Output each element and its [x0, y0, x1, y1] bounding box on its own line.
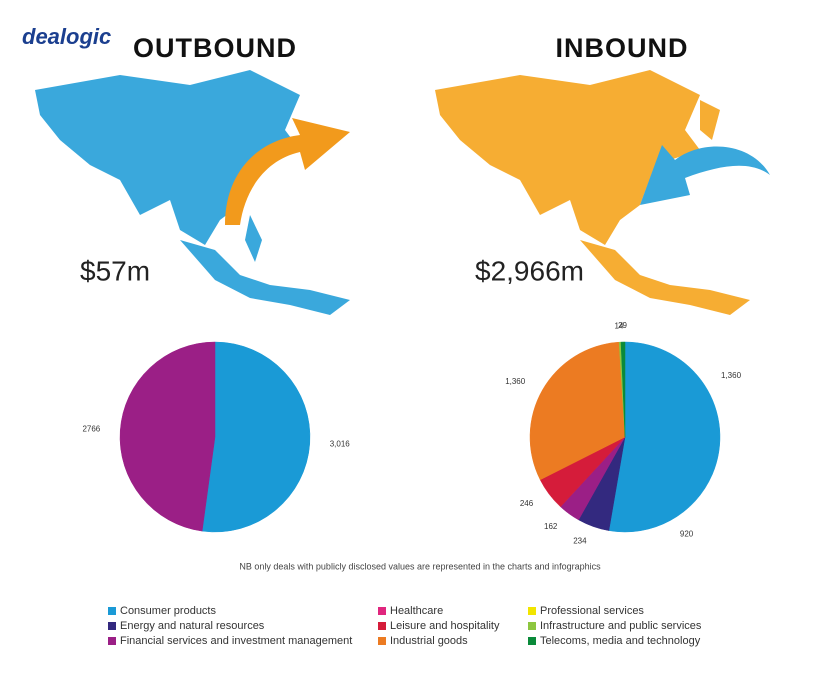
- chart-title: INBOUND: [556, 33, 689, 63]
- legend-swatch: [528, 637, 536, 645]
- legend-label: Infrastructure and public services: [540, 620, 702, 632]
- pie-slice: [620, 341, 626, 438]
- pie-slice: [529, 341, 626, 481]
- chart-title: OUTBOUND: [133, 33, 297, 63]
- legend-label: Telecoms, media and technology: [540, 635, 701, 647]
- data-label: 2766: [82, 425, 100, 434]
- legend-label: Financial services and investment manage…: [120, 635, 352, 647]
- total-amount: $57m: [80, 255, 150, 286]
- data-label: 1,360: [721, 371, 742, 380]
- brand-logo: dealogic: [22, 24, 111, 49]
- data-label: 29: [618, 321, 627, 330]
- legend-swatch: [528, 622, 536, 630]
- legend-swatch: [108, 622, 116, 630]
- data-label: 162: [544, 522, 558, 531]
- data-label: 920: [680, 530, 694, 539]
- legend-swatch: [378, 637, 386, 645]
- pie-slice: [624, 341, 721, 475]
- data-label: 246: [520, 499, 534, 508]
- legend-label: Professional services: [540, 605, 644, 617]
- inbound-map: [435, 70, 750, 315]
- inbound-arrow: [640, 145, 770, 205]
- footnote: NB only deals with publicly disclosed va…: [239, 561, 601, 571]
- total-amount: $2,966m: [475, 255, 584, 286]
- outbound-arrow: [225, 118, 350, 225]
- legend-label: Industrial goods: [390, 635, 468, 647]
- legend-swatch: [528, 607, 536, 615]
- legend-label: Energy and natural resources: [120, 620, 265, 632]
- legend-swatch: [378, 622, 386, 630]
- data-label: 14: [615, 321, 624, 330]
- data-label: 1,360: [505, 377, 526, 386]
- legend-swatch: [108, 607, 116, 615]
- data-label: 3,016: [330, 440, 351, 449]
- legend-label: Leisure and hospitality: [390, 620, 500, 632]
- legend-label: Healthcare: [390, 605, 443, 617]
- legend-swatch: [378, 607, 386, 615]
- pie-slice: [608, 436, 713, 533]
- pie-slice: [119, 341, 216, 532]
- legend-swatch: [108, 637, 116, 645]
- data-label: 234: [573, 537, 587, 546]
- legend-label: Consumer products: [120, 605, 216, 617]
- pie-slice: [201, 341, 311, 533]
